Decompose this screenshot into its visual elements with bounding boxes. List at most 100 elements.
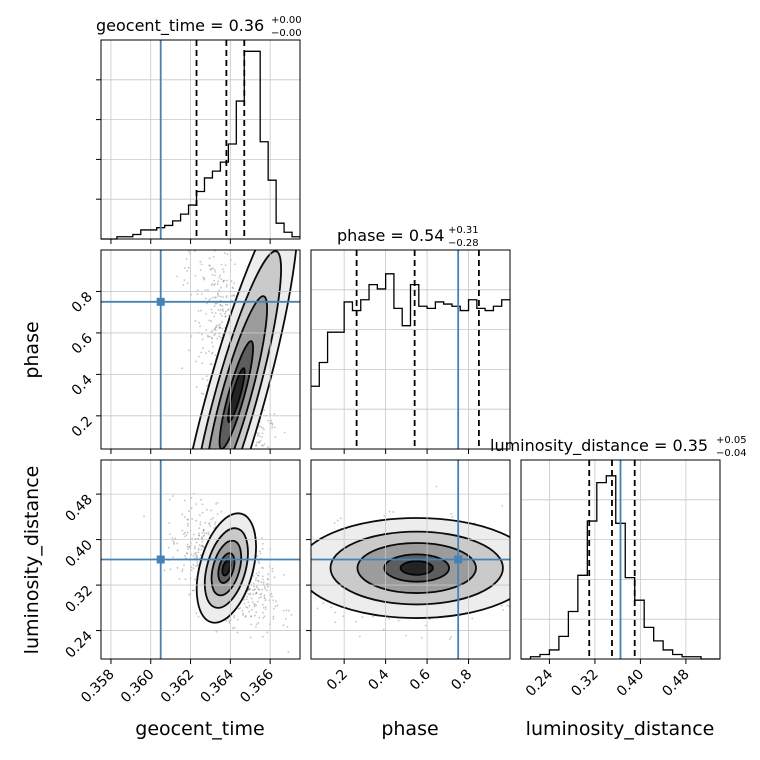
scatter-point — [187, 546, 190, 549]
scatter-point — [257, 474, 259, 476]
scatter-point — [260, 484, 262, 486]
scatter-point — [271, 546, 273, 548]
xlabel-luminosity-distance: luminosity_distance — [526, 718, 715, 740]
scatter-point — [550, 550, 552, 552]
scatter-point — [211, 267, 214, 270]
scatter-point — [194, 274, 197, 277]
scatter-point — [241, 504, 243, 506]
y-tick-label-luminosity-distance: 0.40 — [62, 537, 95, 570]
scatter-point — [257, 580, 260, 583]
scatter-point — [198, 544, 201, 547]
scatter-point — [292, 549, 294, 551]
scatter-point — [215, 244, 217, 246]
scatter-point — [181, 568, 184, 571]
scatter-point — [271, 608, 273, 610]
scatter-point — [258, 550, 261, 553]
scatter-point — [545, 606, 547, 608]
scatter-point — [257, 560, 260, 563]
scatter-point — [253, 457, 255, 459]
scatter-point — [273, 413, 276, 415]
scatter-point — [248, 483, 250, 485]
scatter-point — [290, 614, 293, 616]
scatter-point — [166, 165, 168, 167]
histogram-geocent-time — [101, 50, 300, 240]
scatter-point — [253, 450, 255, 452]
scatter-point — [245, 462, 247, 464]
scatter-point — [211, 273, 214, 276]
scatter-point — [208, 299, 211, 301]
scatter-point — [250, 480, 252, 482]
scatter-point — [254, 592, 257, 595]
scatter-point — [195, 541, 198, 544]
scatter-point — [342, 615, 345, 618]
scatter-point — [223, 279, 225, 282]
scatter-point — [251, 601, 254, 603]
scatter-point — [563, 586, 565, 588]
scatter-point — [255, 577, 258, 579]
scatter-point — [271, 461, 273, 463]
scatter-point — [227, 308, 230, 311]
scatter-point — [281, 587, 283, 589]
scatter-point — [197, 547, 200, 550]
scatter-point — [181, 529, 184, 532]
scatter-point — [254, 444, 257, 447]
scatter-point — [211, 337, 214, 340]
scatter-point — [216, 236, 218, 238]
scatter-point — [284, 526, 286, 528]
scatter-point — [196, 293, 199, 296]
scatter-point — [214, 521, 217, 524]
scatter-point — [201, 333, 203, 336]
scatter-point — [186, 522, 189, 525]
scatter-point — [217, 295, 220, 298]
y-tick-label-phase: 0.2 — [69, 413, 96, 440]
scatter-point — [206, 334, 209, 337]
scatter-point — [255, 592, 258, 594]
scatter-point — [259, 569, 261, 571]
title-geocent-time: geocent_time = 0.36 — [96, 16, 264, 36]
scatter-point — [196, 563, 199, 566]
scatter-point — [186, 552, 188, 555]
scatter-point — [233, 282, 236, 285]
scatter-point — [213, 268, 216, 271]
scatter-point — [257, 432, 260, 435]
scatter-point — [226, 253, 229, 255]
scatter-point — [258, 425, 261, 428]
scatter-point — [208, 350, 210, 353]
scatter-point — [182, 284, 185, 286]
scatter-point — [242, 475, 244, 477]
scatter-point — [226, 303, 229, 306]
scatter-point — [257, 463, 259, 465]
scatter-point — [225, 285, 228, 288]
scatter-point — [229, 458, 231, 460]
scatter-point — [272, 553, 274, 555]
scatter-point — [186, 237, 188, 239]
scatter-point — [262, 611, 264, 614]
scatter-point — [202, 243, 204, 245]
scatter-point — [210, 308, 213, 311]
scatter-point — [197, 243, 199, 245]
scatter-point — [222, 280, 225, 283]
scatter-point — [277, 563, 279, 565]
scatter-point — [169, 533, 171, 536]
scatter-point — [248, 498, 250, 500]
scatter-point — [252, 465, 254, 467]
scatter-point — [186, 270, 189, 272]
scatter-point — [250, 615, 253, 618]
scatter-point — [254, 579, 257, 582]
scatter-point — [255, 473, 257, 475]
scatter-point — [222, 296, 225, 299]
scatter-point — [255, 604, 258, 607]
scatter-point — [191, 537, 193, 540]
scatter-point — [194, 193, 196, 195]
scatter-point — [273, 484, 275, 486]
scatter-point — [207, 233, 209, 235]
scatter-point — [200, 548, 203, 551]
scatter-point — [266, 578, 269, 581]
scatter-point — [258, 496, 260, 498]
scatter-point — [262, 428, 265, 431]
scatter-point — [252, 593, 255, 596]
scatter-point — [244, 486, 246, 488]
scatter-point — [216, 282, 219, 285]
scatter-point — [259, 500, 261, 502]
scatter-point — [257, 600, 259, 603]
